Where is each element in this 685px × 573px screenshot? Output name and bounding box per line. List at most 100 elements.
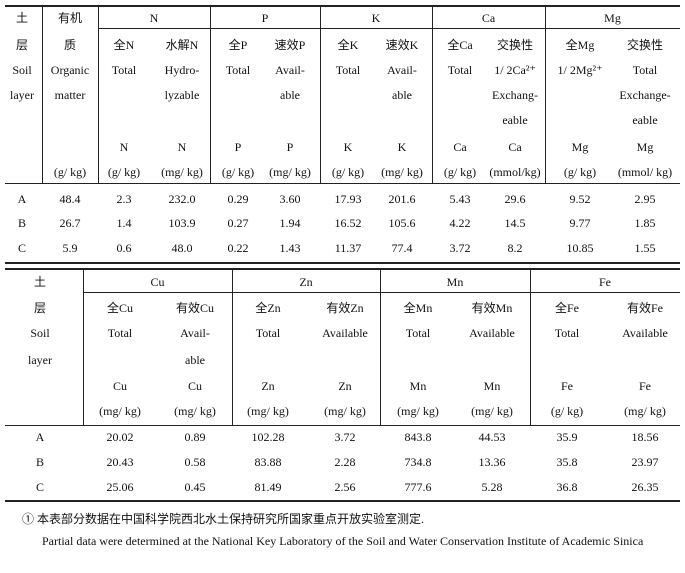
table-cell: 44.53 xyxy=(478,430,506,444)
table-cell: 1.43 xyxy=(279,241,301,255)
column-header: Exchange- xyxy=(619,88,671,102)
column-header: P xyxy=(234,140,242,154)
table-cell: 0.58 xyxy=(184,455,206,469)
column-header: 全Zn xyxy=(255,301,281,315)
footnote-english: Partial data were determined at the Nati… xyxy=(42,534,644,548)
table-cell: 23.97 xyxy=(631,455,659,469)
column-header: 有效Mn xyxy=(471,301,513,315)
rule xyxy=(545,5,546,183)
column-header: 全P xyxy=(228,38,248,52)
column-header: 全N xyxy=(113,38,135,52)
table-cell: 9.52 xyxy=(569,192,591,206)
column-header: Cu xyxy=(112,379,128,393)
table-cell: 14.5 xyxy=(504,216,526,230)
rule xyxy=(5,262,680,264)
row-label: C xyxy=(35,480,45,494)
column-header: K xyxy=(397,140,407,154)
table-cell: 0.29 xyxy=(227,192,249,206)
footnote-chinese: ① 本表部分数据在中国科学院西北水土保持研究所国家重点开放实验室测定. xyxy=(22,512,425,526)
column-header: (g/ kg) xyxy=(550,404,584,418)
column-header: Fe xyxy=(561,379,573,393)
column-header: 有机 xyxy=(57,11,83,25)
table-cell: 26.35 xyxy=(631,480,659,494)
table-cell: 17.93 xyxy=(334,192,362,206)
column-header: Mg xyxy=(571,140,589,154)
column-header: Total xyxy=(632,63,658,77)
group-header: N xyxy=(149,11,159,25)
group-header: Zn xyxy=(299,275,313,289)
column-header: (mg/ kg) xyxy=(397,404,439,418)
group-header: Ca xyxy=(481,11,496,25)
table-cell: 0.45 xyxy=(184,480,206,494)
table-cell: 3.72 xyxy=(449,241,471,255)
column-header: Hydro- xyxy=(164,63,200,77)
column-header: (mg/ kg) xyxy=(269,165,311,179)
table-cell: 2.95 xyxy=(634,192,656,206)
table-cell: 0.6 xyxy=(116,241,132,255)
table-cell: 48.0 xyxy=(171,241,193,255)
column-header: 有效Fe xyxy=(626,301,664,315)
column-header: 质 xyxy=(63,38,77,52)
column-header: Avail- xyxy=(275,63,305,77)
table-cell: 232.0 xyxy=(168,192,196,206)
table-cell: 9.77 xyxy=(569,216,591,230)
column-header: Fe xyxy=(639,379,651,393)
column-header: Total xyxy=(225,63,251,77)
column-header: Total xyxy=(447,63,473,77)
column-header: (mg/ kg) xyxy=(174,404,216,418)
column-header: 全Fe xyxy=(554,301,580,315)
column-header: Total xyxy=(255,326,281,340)
group-header: Mn xyxy=(446,275,464,289)
column-header: Mn xyxy=(483,379,501,393)
rule xyxy=(42,5,43,183)
column-header: K xyxy=(343,140,353,154)
column-header: (mmol/ kg) xyxy=(617,165,673,179)
column-header: 全Cu xyxy=(106,301,134,315)
table-cell: 8.2 xyxy=(507,241,523,255)
rule xyxy=(232,268,233,425)
table-cell: 2.28 xyxy=(334,455,356,469)
column-header: 1/ 2Mg²⁺ xyxy=(557,63,603,77)
table-cell: 5.9 xyxy=(62,241,78,255)
table-cell: 10.85 xyxy=(566,241,594,255)
column-header: Total xyxy=(405,326,431,340)
column-header: Zn xyxy=(338,379,352,393)
column-header: 交换性 xyxy=(496,38,534,52)
column-header: (mg/ kg) xyxy=(324,404,366,418)
column-header: Organic xyxy=(50,63,90,77)
column-header: (g/ kg) xyxy=(331,165,365,179)
column-header: (mg/ kg) xyxy=(99,404,141,418)
column-header: 速效P xyxy=(274,38,306,52)
column-header: layer xyxy=(28,353,52,367)
column-header: Mn xyxy=(409,379,427,393)
rule xyxy=(432,5,433,183)
column-header: (g/ kg) xyxy=(221,165,255,179)
table-cell: 81.49 xyxy=(254,480,282,494)
rule xyxy=(5,183,680,184)
rule xyxy=(320,5,321,183)
column-header: 层 xyxy=(15,38,29,52)
table-cell: 4.22 xyxy=(449,216,471,230)
column-header: Mg xyxy=(636,140,654,154)
rule xyxy=(5,500,680,502)
column-header: Ca xyxy=(508,140,522,154)
table-cell: 0.22 xyxy=(227,241,249,255)
table-cell: 2.3 xyxy=(116,192,132,206)
column-header: 水解N xyxy=(165,38,199,52)
table-cell: 843.8 xyxy=(404,430,432,444)
table-cell: 734.8 xyxy=(404,455,432,469)
table-cell: 20.43 xyxy=(106,455,134,469)
column-header: 土 xyxy=(33,275,47,289)
column-header: 有效Cu xyxy=(175,301,215,315)
table-cell: 5.28 xyxy=(481,480,503,494)
table-cell: 777.6 xyxy=(404,480,432,494)
rule xyxy=(5,425,680,426)
rule xyxy=(530,268,531,425)
rule xyxy=(5,268,680,270)
column-header: Total xyxy=(107,326,133,340)
column-header: 交换性 xyxy=(626,38,664,52)
rule xyxy=(83,292,680,293)
column-header: P xyxy=(286,140,294,154)
column-header: able xyxy=(280,88,300,102)
